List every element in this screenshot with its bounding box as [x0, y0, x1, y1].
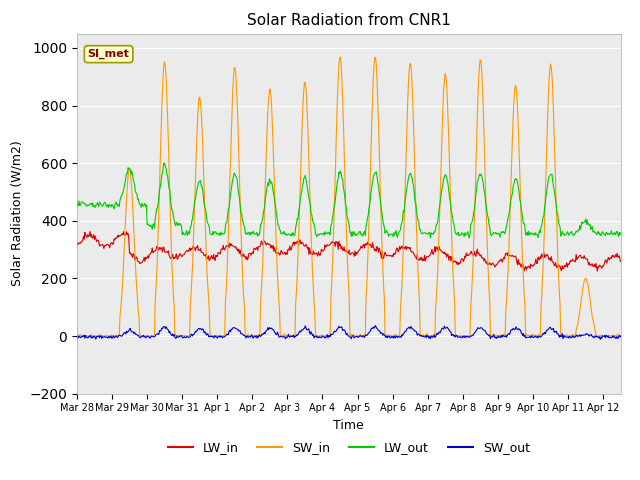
- SW_out: [305, 326, 313, 332]
- SW_in: [73, 333, 81, 338]
- LW_in: [326, 241, 334, 247]
- Title: Solar Radiation from CNR1: Solar Radiation from CNR1: [247, 13, 451, 28]
- LW_in: [150, 249, 157, 254]
- SW_out: [149, 334, 157, 339]
- Line: SW_out: SW_out: [77, 325, 621, 339]
- SW_out: [477, 325, 484, 331]
- SW_in: [337, 54, 344, 60]
- Line: LW_in: LW_in: [77, 231, 621, 271]
- LW_out: [617, 230, 625, 236]
- Line: LW_out: LW_out: [77, 163, 621, 238]
- SW_in: [306, 184, 314, 190]
- LW_in: [464, 252, 472, 258]
- LW_out: [478, 173, 486, 179]
- Y-axis label: Solar Radiation (W/m2): Solar Radiation (W/m2): [11, 141, 24, 287]
- Legend: LW_in, SW_in, LW_out, SW_out: LW_in, SW_in, LW_out, SW_out: [163, 436, 535, 459]
- X-axis label: Time: Time: [333, 419, 364, 432]
- LW_out: [160, 160, 168, 166]
- LW_in: [306, 245, 314, 251]
- LW_out: [149, 222, 157, 228]
- SW_in: [150, 333, 157, 338]
- SW_in: [74, 333, 81, 339]
- LW_in: [86, 228, 94, 234]
- LW_out: [326, 232, 334, 238]
- SW_out: [73, 336, 81, 341]
- LW_out: [306, 198, 314, 204]
- Line: SW_in: SW_in: [77, 57, 621, 336]
- SW_in: [617, 333, 625, 339]
- Text: SI_met: SI_met: [88, 49, 129, 59]
- LW_in: [73, 241, 81, 247]
- LW_out: [464, 229, 472, 235]
- SW_out: [464, 334, 472, 340]
- SW_out: [372, 323, 380, 328]
- SW_out: [326, 333, 333, 339]
- SW_in: [326, 333, 334, 339]
- LW_out: [73, 204, 81, 210]
- SW_out: [75, 333, 83, 339]
- LW_out: [465, 235, 473, 241]
- LW_out: [75, 198, 83, 204]
- SW_in: [76, 333, 84, 339]
- LW_in: [593, 268, 601, 274]
- LW_in: [617, 259, 625, 264]
- SW_out: [596, 336, 604, 342]
- SW_in: [478, 67, 486, 73]
- LW_in: [477, 252, 484, 258]
- SW_out: [617, 334, 625, 340]
- SW_in: [465, 333, 472, 339]
- LW_in: [75, 241, 83, 247]
